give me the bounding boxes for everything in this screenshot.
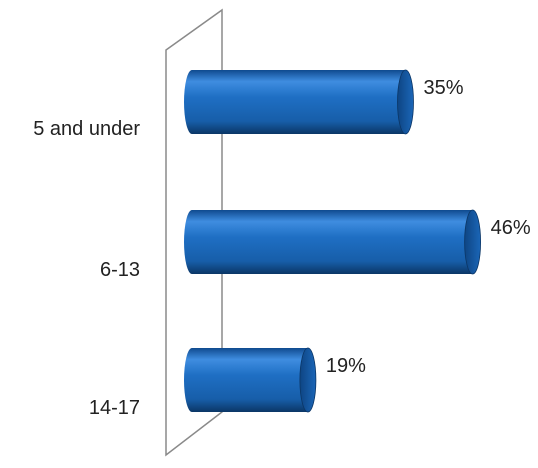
bar-body [184, 70, 414, 134]
bar-cap [464, 209, 482, 275]
bars-group [184, 69, 482, 413]
value-labels: 35% 46% 19% [326, 77, 531, 377]
bar-cap [397, 69, 414, 135]
value-label: 35% [424, 77, 464, 99]
value-label: 19% [326, 355, 366, 377]
bar-cap [299, 347, 317, 413]
category-label: 5 and under [33, 118, 140, 140]
category-label: 14-17 [89, 397, 140, 419]
bar [184, 69, 414, 135]
value-label: 46% [491, 217, 531, 239]
category-labels: 5 and under 6-13 14-17 [33, 118, 140, 419]
bar-body [184, 210, 481, 274]
bar [184, 209, 482, 275]
category-label: 6-13 [100, 259, 140, 281]
bar [184, 347, 317, 413]
bar-body [184, 348, 316, 412]
